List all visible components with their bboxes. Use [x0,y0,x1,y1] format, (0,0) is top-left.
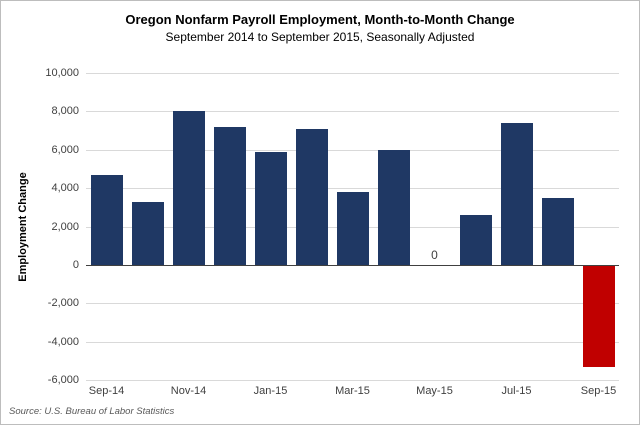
gridline [86,380,619,381]
gridline [86,111,619,113]
plot-area: 0 [86,73,619,381]
y-tick-label: 8,000 [51,105,79,118]
bar-Jun-15 [459,215,492,265]
chart-subtitle: September 2014 to September 2015, Season… [165,30,475,44]
x-axis-ticks: Sep-14 Nov-14 Jan-15 Mar-15 May-15 Jul-15 Sep-… [86,385,619,401]
gridline [86,73,619,74]
bar-Sep-15 [582,264,615,367]
gridline [86,188,619,190]
bar-Nov-14 [172,111,205,265]
y-tick-label: -4,000 [47,335,79,348]
x-tick-label: Jul-15 [501,385,532,397]
x-tick-label: Nov-14 [170,385,207,397]
y-tick-label: 4,000 [51,182,79,195]
chart-title: Oregon Nonfarm Payroll Employment, Month… [125,12,515,27]
bar-Sep-14 [90,174,123,265]
gridline [86,149,619,151]
bar-Apr-15 [377,149,410,265]
bar-Jul-15 [500,122,533,265]
bar-Dec-14 [213,126,246,265]
y-tick-label: -2,000 [47,297,79,310]
y-axis-ticks: 10,000 8,000 6,000 4,000 2,000 0 -2,000 -4,000 -… [1,67,79,386]
y-tick-label: 2,000 [51,220,79,233]
source-note: Source: U.S. Bureau of Labor Statistics [9,406,175,417]
x-tick-label: Jan-15 [253,385,288,397]
x-tick-label: Sep-15 [580,385,617,397]
x-tick-label: Mar-15 [335,385,370,397]
bar-Jan-15 [254,151,287,265]
zero-axis-line [86,264,619,266]
bar-Feb-15 [295,128,328,265]
zero-annotation: 0 [431,247,438,262]
x-tick-label: Sep-14 [88,385,125,397]
y-tick-label: 6,000 [51,143,79,156]
bar-Mar-15 [336,192,369,265]
bar-Aug-15 [541,197,574,265]
x-tick-label: May-15 [416,385,453,397]
y-tick-label: -6,000 [47,374,79,386]
y-tick-label: 0 [72,258,79,271]
gridline [86,341,619,343]
bar-Oct-14 [131,201,164,265]
y-tick-label: 10,000 [45,67,79,79]
gridline [86,303,619,305]
